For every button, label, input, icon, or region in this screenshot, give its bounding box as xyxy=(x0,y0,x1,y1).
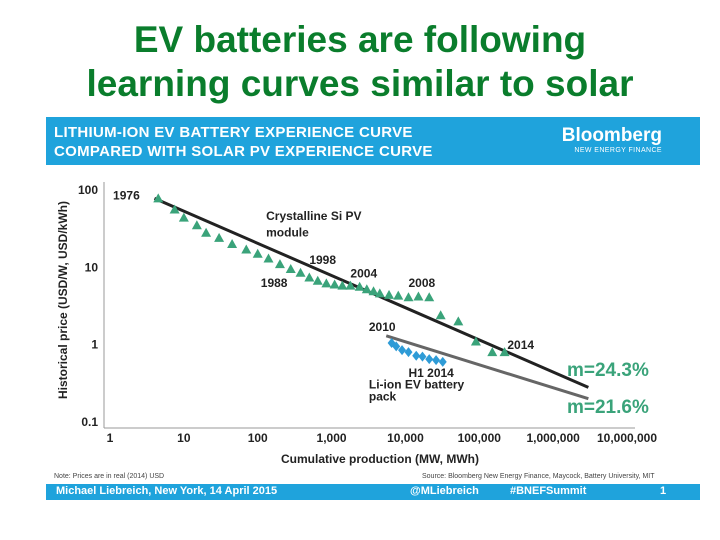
pv-data-point xyxy=(191,220,202,230)
pv-data-point xyxy=(178,212,189,222)
annotation-label: H1 2014 xyxy=(408,366,454,380)
x-tick-label: 100 xyxy=(248,431,268,445)
battery-data-point xyxy=(418,351,427,362)
learning-rate-label: m=21.6% xyxy=(567,397,649,418)
y-tick-label: 0.1 xyxy=(81,415,98,429)
pv-data-point xyxy=(393,290,404,300)
pv-data-point xyxy=(153,193,164,203)
pv-data-point xyxy=(274,259,285,269)
pv-data-point xyxy=(424,292,435,302)
y-tick-label: 1 xyxy=(91,338,98,352)
annotation-label: 2004 xyxy=(350,266,377,280)
banner-title-line1: LITHIUM-ION EV BATTERY EXPERIENCE CURVE xyxy=(54,124,413,141)
trendline xyxy=(385,334,589,401)
pv-data-point xyxy=(295,267,306,277)
battery-data-point xyxy=(438,356,447,367)
bloomberg-logo: Bloomberg xyxy=(561,125,662,146)
pv-data-point xyxy=(361,284,372,294)
banner-title-line2: COMPARED WITH SOLAR PV EXPERIENCE CURVE xyxy=(54,143,433,160)
x-tick-label: 1 xyxy=(107,431,114,445)
pv-data-point xyxy=(321,278,332,288)
annotation-label: Crystalline Si PV xyxy=(266,209,361,223)
chart-banner: LITHIUM-ION EV BATTERY EXPERIENCE CURVE … xyxy=(46,117,700,165)
x-tick-label: 10,000,000 xyxy=(597,431,657,445)
learning-rate-label: m=24.3% xyxy=(567,360,649,381)
x-tick-label: 100,000 xyxy=(458,431,502,445)
y-axis-label: Historical price (USD/W, USD/kWh) xyxy=(56,201,70,399)
x-tick-label: 10,000 xyxy=(387,431,424,445)
annotation-label: Li-ion EV battery xyxy=(369,378,465,392)
pv-data-point xyxy=(413,291,424,301)
pv-data-point xyxy=(169,204,180,214)
pv-data-point xyxy=(312,275,323,285)
pv-data-point xyxy=(227,239,238,249)
bloomberg-logo-subtitle: NEW ENERGY FINANCE xyxy=(574,147,662,154)
annotation-label: 2010 xyxy=(369,320,396,334)
footer-note: Note: Prices are in real (2014) USD xyxy=(54,473,164,480)
annotation-label: 1976 xyxy=(113,189,140,203)
pv-data-point xyxy=(403,292,414,302)
points-layer xyxy=(153,193,510,367)
pv-data-point xyxy=(304,272,315,282)
y-tick-label: 100 xyxy=(78,183,98,197)
pv-data-point xyxy=(435,310,446,320)
battery-data-point xyxy=(392,341,401,352)
footer-source: Source: Bloomberg New Energy Finance, Ma… xyxy=(422,473,655,480)
pv-data-point xyxy=(345,280,356,290)
pv-data-point xyxy=(285,264,296,274)
trendline-layer: m=24.3% m=21.6% xyxy=(153,196,649,418)
battery-data-point xyxy=(398,345,407,356)
slide-title-line1: EV batteries are following xyxy=(133,19,587,60)
pv-data-point xyxy=(241,244,252,254)
axes-layer: 100 10 1 0.1 1 10 100 1,000 10,000 100,000 1,000,0… xyxy=(78,182,657,445)
annotation-label: 1988 xyxy=(261,276,288,290)
pv-data-point xyxy=(368,286,379,296)
annotation-label: 2008 xyxy=(408,276,435,290)
y-tick-label: 10 xyxy=(85,260,99,274)
x-axis-label: Cumulative production (MW, MWh) xyxy=(281,452,479,466)
pv-data-point xyxy=(487,347,498,357)
footer-bar: Michael Liebreich, New York, 14 April 20… xyxy=(46,484,700,500)
footer-handle: @MLiebreich xyxy=(410,485,479,497)
annotation-label: 1998 xyxy=(309,253,336,267)
pv-data-point xyxy=(354,281,365,291)
battery-data-point xyxy=(425,354,434,365)
pv-data-point xyxy=(374,288,385,298)
pv-data-point xyxy=(499,347,510,357)
annotation-label: pack xyxy=(369,389,397,403)
pv-data-point xyxy=(252,248,263,258)
pv-data-point xyxy=(329,279,340,289)
pv-data-point xyxy=(263,253,274,263)
pv-data-point xyxy=(470,336,481,346)
pv-data-point xyxy=(453,316,464,326)
x-tick-label: 1,000,000 xyxy=(526,431,580,445)
footer-page-number: 1 xyxy=(660,485,667,497)
slide-title-line2: learning curves similar to solar xyxy=(86,63,634,104)
slide-title: EV batteries are following learning curv… xyxy=(0,18,720,106)
pv-data-point xyxy=(337,280,348,290)
battery-data-point xyxy=(412,350,421,361)
pv-data-point xyxy=(214,232,225,242)
x-tick-label: 10 xyxy=(177,431,191,445)
battery-data-point xyxy=(432,355,441,366)
battery-data-point xyxy=(404,347,413,358)
pv-data-point xyxy=(384,289,395,299)
x-tick-label: 1,000 xyxy=(317,431,347,445)
footer-author: Michael Liebreich, New York, 14 April 20… xyxy=(56,485,278,497)
pv-data-point xyxy=(201,227,212,237)
annotation-label: 2014 xyxy=(507,338,534,352)
footer-hashtag: #BNEFSummit xyxy=(510,485,587,497)
annotation-label: module xyxy=(266,226,309,240)
